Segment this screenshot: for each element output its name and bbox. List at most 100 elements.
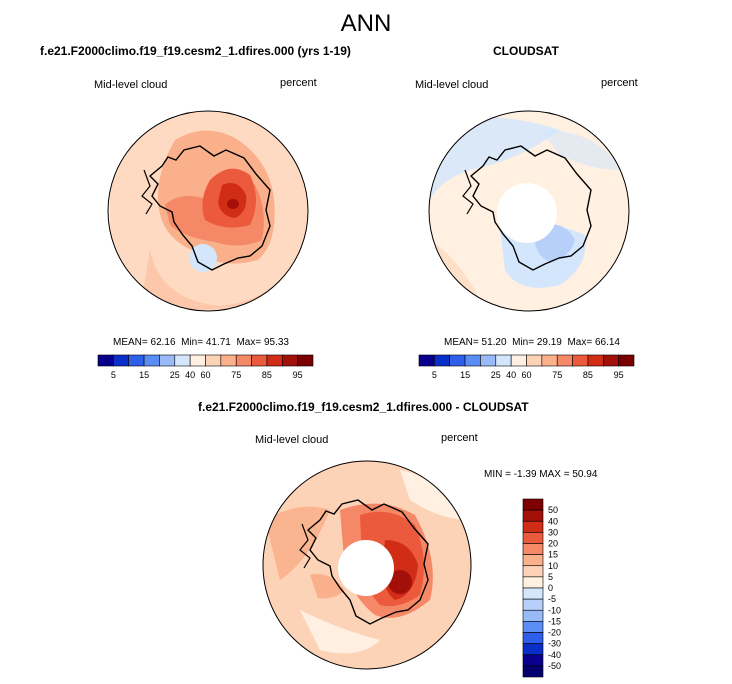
panel2-colorbar-tick-label: 95 xyxy=(614,370,624,380)
panel3-colorbar-box xyxy=(522,565,544,578)
panel1-colorbar-box xyxy=(235,354,252,367)
panel3-colorbar-tick-label: -10 xyxy=(548,605,561,615)
panel3-colorbar-box xyxy=(522,621,544,633)
panel2-colorbar-box xyxy=(587,354,604,367)
panel2-mean-label: MEAN= xyxy=(444,337,479,348)
panel2-colorbar-box xyxy=(541,354,558,367)
panel3-colorbar-box xyxy=(522,598,544,611)
panel2-colorbar-tick-label: 85 xyxy=(583,370,593,380)
panel2-max-label: Max= xyxy=(567,337,593,348)
panel3-colorbar-box xyxy=(522,543,544,555)
panel2-colorbar-box xyxy=(480,354,497,367)
panel2-colorbar-box xyxy=(510,354,527,367)
panel2-units-label: percent xyxy=(601,77,638,89)
panel2-colorbar-tick-label: 25 xyxy=(491,370,501,380)
panel2-mean-value: 51.20 xyxy=(481,337,507,348)
panel3-colorbar-box xyxy=(522,643,544,656)
panel2-variable-label: Mid-level cloud xyxy=(415,79,489,91)
panel3-colorbar-box xyxy=(522,498,544,511)
panel2-stats: MEAN= 51.20 Min= 29.19 Max= 66.14 xyxy=(444,337,620,348)
panel2-colorbar-box xyxy=(556,354,573,367)
panel2-colorbar-box xyxy=(495,354,512,367)
panel2-colorbar-tick-label: 60 xyxy=(521,370,531,380)
panel1-max-label: Max= xyxy=(236,337,262,348)
panel1-colorbar-box xyxy=(143,354,160,367)
panel3-colorbar-tick-label: -5 xyxy=(548,594,556,604)
panel3-units-label: percent xyxy=(441,432,478,444)
panel3-colorbar-tick-label: 5 xyxy=(548,572,553,582)
panel1-colorbar-tick-label: 60 xyxy=(200,370,210,380)
panel3-map xyxy=(262,460,472,670)
panel1-title: f.e21.F2000climo.f19_f19.cesm2_1.dfires.… xyxy=(40,44,351,58)
panel2-colorbar-box xyxy=(526,354,543,367)
panel3-colorbar-tick-label: 0 xyxy=(548,583,553,593)
panel1-max-value: 95.33 xyxy=(263,337,289,348)
panel3-colorbar-box xyxy=(522,665,544,678)
panel2-colorbar-tick-label: 15 xyxy=(460,370,470,380)
panel3-colorbar-tick-label: 50 xyxy=(548,505,558,515)
panel3-colorbar-tick-label: -20 xyxy=(548,628,561,638)
panel1-colorbar-box xyxy=(220,354,237,367)
panel2-colorbar-tick-label: 75 xyxy=(552,370,562,380)
panel3-colorbar-box xyxy=(522,632,544,644)
panel2-min-label: Min= xyxy=(512,337,535,348)
panel3-colorbar-box xyxy=(522,520,544,533)
panel1-colorbar-box xyxy=(281,354,298,367)
panel1-colorbar-tick-label: 15 xyxy=(139,370,149,380)
panel1-variable-label: Mid-level cloud xyxy=(94,79,168,91)
panel2-map xyxy=(428,110,630,312)
panel3-variable-label: Mid-level cloud xyxy=(255,434,329,446)
panel1-colorbar-tick-label: 85 xyxy=(262,370,272,380)
panel3-colorbar-box xyxy=(522,576,544,589)
panel1-colorbar-box xyxy=(189,354,206,367)
panel1-colorbar-box xyxy=(128,354,145,367)
panel1-colorbar-box xyxy=(113,354,130,367)
panel2-max-value: 66.14 xyxy=(594,337,620,348)
panel2-title: CLOUDSAT xyxy=(493,44,559,58)
panel1-colorbar-box xyxy=(205,354,222,367)
panel2-colorbar-box xyxy=(572,354,589,367)
panel2-colorbar-box xyxy=(464,354,481,367)
panel1-colorbar-tick-label: 5 xyxy=(111,370,116,380)
panel3-colorbar-box xyxy=(522,654,544,667)
panel2-colorbar-box xyxy=(449,354,466,367)
panel2-min-value: 29.19 xyxy=(536,337,562,348)
panel3-colorbar-box xyxy=(522,509,544,522)
panel1-map xyxy=(107,110,309,312)
panel2-colorbar: 5 15 25 40 60 75 85 95 xyxy=(418,354,635,380)
figure-title: ANN xyxy=(340,10,392,37)
panel1-colorbar-box xyxy=(266,354,283,367)
panel3-title: f.e21.F2000climo.f19_f19.cesm2_1.dfires.… xyxy=(198,400,529,414)
panel2-colorbar-box xyxy=(618,354,635,367)
panel1-min-value: 41.71 xyxy=(205,337,231,348)
panel1-colorbar-box xyxy=(297,354,314,367)
panel3-colorbar-tick-label: -30 xyxy=(548,639,561,649)
panel3-colorbar-box xyxy=(522,609,544,622)
panel3-colorbar-tick-label: 30 xyxy=(548,527,558,537)
panel1-mean-value: 62.16 xyxy=(150,337,176,348)
panel3-colorbar-tick-label: -40 xyxy=(548,650,561,660)
panel3-colorbar-tick-label: 40 xyxy=(548,516,558,526)
panel2-colorbar-tick-label: 5 xyxy=(432,370,437,380)
panel2-colorbar-box xyxy=(602,354,619,367)
panel3-colorbar-tick-label: 15 xyxy=(548,550,558,560)
panel2-colorbar-box xyxy=(434,354,451,367)
panel1-colorbar-box xyxy=(97,354,114,367)
panel3-colorbar-box xyxy=(522,554,544,567)
panel3-colorbar-box xyxy=(522,532,544,544)
panel2-colorbar-box xyxy=(418,354,435,367)
panel1-colorbar-tick-label: 95 xyxy=(293,370,303,380)
panel3-colorbar-tick-label: 10 xyxy=(548,561,558,571)
panel3-stats: MIN = -1.39 MAX = 50.94 xyxy=(484,469,598,480)
panel3-colorbar-tick-label: 20 xyxy=(548,539,558,549)
panel3-colorbar-tick-label: -50 xyxy=(548,661,561,671)
panel2-colorbar-tick-label: 40 xyxy=(506,370,516,380)
panel1-stats: MEAN= 62.16 Min= 41.71 Max= 95.33 xyxy=(113,337,289,348)
panel1-mean-label: MEAN= xyxy=(113,337,148,348)
panel1-colorbar-box xyxy=(174,354,191,367)
panel3-colorbar-box xyxy=(522,587,544,600)
panel1-colorbar-tick-label: 25 xyxy=(170,370,180,380)
panel1-colorbar: 5 15 25 40 60 75 85 95 xyxy=(97,354,314,380)
panel3-colorbar-tick-label: -15 xyxy=(548,616,561,626)
